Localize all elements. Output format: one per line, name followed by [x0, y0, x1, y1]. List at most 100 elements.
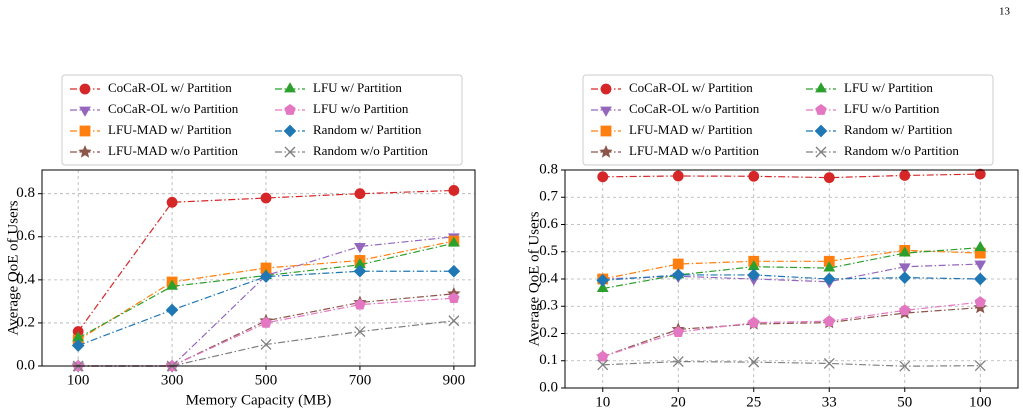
y-tick-label: 0.5: [539, 243, 558, 259]
series-line: [78, 236, 454, 367]
marker: [78, 144, 92, 158]
marker: [899, 170, 911, 181]
marker: [815, 146, 827, 158]
x-tick-label: 100: [969, 394, 992, 410]
marker: [597, 350, 609, 362]
marker: [79, 106, 91, 117]
marker: [448, 292, 460, 304]
series-line: [602, 173, 981, 179]
marker: [899, 360, 911, 372]
legend-label: CoCaR-OL w/ Partition: [108, 80, 232, 95]
marker: [166, 196, 178, 208]
marker: [974, 168, 986, 180]
marker: [166, 279, 178, 290]
x-tick-label: 700: [349, 372, 372, 388]
legend-box: [61, 74, 463, 166]
marker: [447, 236, 460, 247]
x-tick-label: 33: [822, 394, 837, 410]
plot-frame: [564, 169, 1019, 389]
y-tick-label: 0.1: [539, 352, 558, 368]
marker: [974, 240, 987, 252]
series-line: [78, 293, 454, 367]
marker: [599, 144, 613, 158]
marker: [974, 296, 986, 308]
y-axis-label: Average QoE of Users: [526, 211, 542, 346]
marker: [596, 274, 610, 287]
marker: [79, 83, 91, 95]
marker: [899, 304, 911, 316]
marker: [823, 172, 835, 184]
marker: [354, 326, 366, 337]
legend-label: LFU-MAD w/o Partition: [629, 143, 760, 158]
y-tick-label: 0.2: [539, 325, 558, 341]
x-tick-label: 50: [897, 394, 912, 410]
series-line: [602, 263, 981, 283]
series-line: [77, 242, 455, 339]
marker: [973, 300, 987, 314]
x-axis-label: Memory Capacity (MB): [186, 392, 332, 408]
legend-label: CoCaR-OL w/ Partition: [629, 80, 753, 95]
marker: [259, 270, 273, 283]
legend-label: LFU w/ Partition: [844, 80, 933, 95]
legend-label: LFU w/o Partition: [844, 101, 940, 116]
x-axis-label: Popularity Change Frequency: [702, 414, 882, 416]
marker: [898, 263, 911, 274]
marker: [747, 268, 761, 282]
marker: [748, 316, 760, 328]
marker: [671, 268, 685, 282]
series-line: [602, 274, 981, 281]
marker: [71, 339, 85, 352]
legend-box: [582, 74, 994, 166]
page-number: 13: [999, 6, 1011, 18]
marker: [974, 360, 986, 372]
marker: [672, 170, 684, 182]
marker: [354, 188, 366, 200]
marker: [748, 170, 760, 182]
marker: [284, 146, 296, 158]
marker: [815, 104, 827, 115]
plot-frame: [41, 169, 476, 367]
series-line: [602, 249, 981, 280]
y-tick-label: 0.8: [16, 185, 35, 201]
marker: [448, 315, 460, 327]
series-line: [602, 307, 981, 358]
marker: [898, 246, 911, 257]
legend-label: CoCaR-OL w/o Partition: [629, 101, 760, 116]
marker: [814, 124, 828, 138]
y-tick-label: 0.6: [16, 228, 35, 244]
series-line: [602, 247, 981, 290]
marker: [822, 272, 836, 286]
legend-label: LFU w/o Partition: [313, 101, 409, 116]
marker: [283, 124, 297, 138]
marker: [260, 192, 272, 204]
legend-label: LFU-MAD w/o Partition: [108, 143, 239, 158]
marker: [597, 359, 609, 371]
legend-label: LFU-MAD w/ Partition: [629, 122, 753, 137]
marker: [600, 125, 612, 137]
marker: [672, 356, 684, 368]
marker: [353, 264, 367, 278]
x-tick-label: 900: [443, 372, 466, 388]
y-tick-label: 0.4: [539, 270, 558, 286]
x-tick-label: 20: [671, 394, 686, 410]
y-axis-label: Average QoE of Users: [5, 200, 21, 335]
marker: [260, 339, 272, 350]
marker: [672, 326, 684, 337]
legend-label: LFU-MAD w/ Partition: [108, 122, 232, 137]
y-tick-label: 0.0: [539, 379, 558, 395]
y-tick-label: 0.4: [16, 271, 35, 287]
x-tick-label: 500: [255, 372, 278, 388]
marker: [284, 82, 296, 93]
series-line: [602, 301, 981, 358]
y-tick-label: 0.2: [16, 314, 35, 330]
marker: [748, 356, 760, 368]
series-line: [602, 360, 981, 367]
marker: [354, 243, 366, 254]
y-tick-label: 0.7: [539, 189, 558, 205]
marker: [165, 303, 179, 317]
marker: [596, 281, 609, 292]
y-tick-label: 0.0: [16, 357, 35, 373]
x-tick-label: 300: [161, 372, 184, 388]
marker: [600, 83, 612, 95]
